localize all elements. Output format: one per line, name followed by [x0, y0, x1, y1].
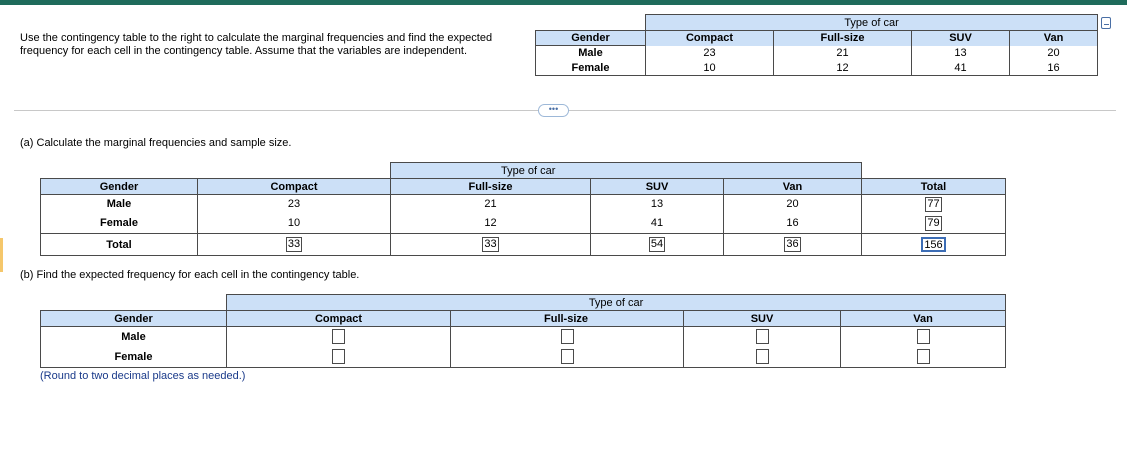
b-col-compact: Compact	[226, 310, 451, 327]
popout-icon[interactable]	[1101, 17, 1111, 29]
ref-cell: 12	[773, 60, 912, 76]
a-col-suv: SUV	[590, 178, 724, 195]
part-b-label: (b) Find the expected frequency for each…	[20, 269, 360, 281]
a-cell: 23	[197, 194, 391, 214]
ref-cell: 20	[1008, 45, 1099, 61]
part-a-label: (a) Calculate the marginal frequencies a…	[20, 137, 292, 149]
ref-group-header: Type of car	[644, 14, 1099, 31]
a-row-header: Gender	[40, 178, 198, 195]
more-button[interactable]: •••	[538, 104, 569, 117]
b-group-header: Type of car	[225, 294, 1007, 311]
expected-male-suv-input[interactable]	[755, 329, 769, 345]
a-col-compact: Compact	[197, 178, 391, 195]
suv-total-input[interactable]: 54	[648, 237, 666, 252]
a-cell: 12	[390, 213, 591, 234]
b-row-label: Male	[40, 326, 227, 347]
a-cell: 21	[390, 194, 591, 214]
expected-female-compact-input[interactable]	[332, 349, 345, 365]
expected-female-suv-input[interactable]	[755, 349, 769, 365]
expected-male-full-size-input[interactable]	[560, 329, 574, 345]
marginal-table: Type of car Gender Compact Full-size SUV…	[40, 162, 1006, 256]
a-group-header: Type of car	[390, 162, 862, 179]
expected-female-full-size-input[interactable]	[560, 349, 574, 365]
van-total-input[interactable]: 36	[784, 237, 801, 252]
instructions: Use the contingency table to the right t…	[20, 32, 493, 57]
a-cell: 41	[590, 213, 724, 234]
top-bar	[0, 0, 1127, 5]
ref-col-suv: SUV	[911, 30, 1010, 46]
ref-cell: 13	[911, 45, 1010, 61]
expected-table: Type of car Gender Compact Full-size SUV…	[40, 294, 1007, 368]
ref-cell: 23	[645, 45, 774, 61]
b-col-suv: SUV	[683, 310, 841, 327]
a-row-label: Female	[40, 213, 198, 234]
a-row-label: Male	[40, 194, 198, 214]
reference-table: Type of car Gender Compact Full-size SUV…	[535, 14, 1099, 76]
ref-cell: 16	[1008, 60, 1099, 76]
rounding-note: (Round to two decimal places as needed.)	[40, 370, 246, 382]
male-total-input[interactable]: 77	[925, 196, 942, 212]
compact-total-input[interactable]: 33	[285, 237, 303, 252]
expected-female-van-input[interactable]	[916, 349, 930, 365]
ref-row-label: Male	[535, 45, 646, 61]
a-cell: 13	[590, 194, 724, 214]
a-col-van: Van	[723, 178, 862, 195]
ref-cell: 10	[645, 60, 774, 76]
ref-cell: 41	[911, 60, 1010, 76]
ref-cell: 21	[773, 45, 912, 61]
a-col-full-size: Full-size	[390, 178, 591, 195]
expected-male-compact-input[interactable]	[332, 329, 345, 345]
ref-row-label: Female	[535, 60, 646, 76]
focus-indicator	[0, 238, 3, 272]
ref-col-full-size: Full-size	[773, 30, 912, 46]
a-cell: 10	[197, 213, 391, 234]
a-cell: 20	[723, 194, 862, 214]
a-total-label: Total	[40, 233, 198, 256]
ref-col-van: Van	[1008, 30, 1099, 46]
b-row-label: Female	[40, 346, 227, 368]
female-total-input[interactable]: 79	[925, 215, 942, 231]
a-cell: 16	[723, 213, 862, 234]
a-col-total: Total	[861, 178, 1006, 195]
grand-total-input[interactable]: 156	[921, 237, 946, 252]
expected-male-van-input[interactable]	[916, 329, 930, 345]
full-size-total-input[interactable]: 33	[482, 237, 499, 252]
b-col-full-size: Full-size	[450, 310, 684, 327]
ref-row-header: Gender	[535, 30, 646, 46]
b-col-van: Van	[839, 310, 1007, 327]
ref-col-compact: Compact	[645, 30, 774, 46]
b-row-header: Gender	[40, 310, 227, 327]
